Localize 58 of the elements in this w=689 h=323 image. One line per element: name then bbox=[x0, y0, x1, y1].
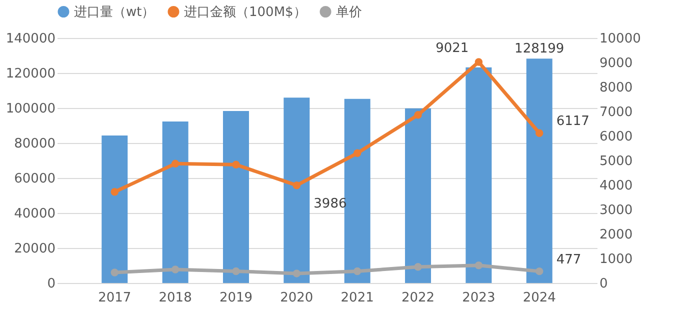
point bbox=[292, 270, 301, 278]
y-tick-label: 40000 bbox=[14, 206, 56, 222]
y2-tick-label: 10000 bbox=[600, 32, 641, 46]
bar bbox=[222, 110, 249, 283]
bar bbox=[405, 108, 432, 283]
y2-tick-label: 4000 bbox=[600, 178, 633, 194]
point bbox=[535, 129, 544, 137]
point bbox=[110, 188, 119, 196]
point bbox=[414, 111, 422, 119]
x-tick-label: 2017 bbox=[98, 290, 132, 306]
y2-tick-label: 6000 bbox=[600, 130, 633, 144]
point bbox=[535, 267, 544, 276]
point bbox=[353, 149, 362, 158]
y-tick-label: 120000 bbox=[6, 66, 56, 82]
point bbox=[232, 267, 240, 276]
data-label: 128199 bbox=[514, 42, 564, 57]
data-label: 6117 bbox=[556, 114, 590, 130]
y2-tick-label: 8000 bbox=[600, 80, 633, 96]
bar bbox=[102, 135, 128, 283]
bar bbox=[526, 58, 552, 283]
legend-label: 单价 bbox=[336, 4, 362, 20]
y2-tick-label: 5000 bbox=[600, 154, 633, 169]
point bbox=[474, 58, 483, 66]
y2-tick-label: 0 bbox=[600, 276, 608, 292]
y-tick-label: 60000 bbox=[14, 172, 56, 186]
y-tick-label: 100000 bbox=[6, 102, 56, 116]
y-tick-label: 0 bbox=[47, 276, 56, 292]
point bbox=[110, 268, 119, 276]
y2-tick-label: 1000 bbox=[600, 252, 633, 267]
point bbox=[171, 160, 180, 168]
legend-label: 进口金额（100M$） bbox=[184, 4, 306, 20]
point bbox=[353, 267, 362, 276]
bar bbox=[162, 121, 188, 283]
data-label: 477 bbox=[556, 252, 582, 268]
x-tick-label: 2022 bbox=[401, 290, 435, 306]
x-tick-label: 2019 bbox=[219, 290, 253, 306]
point bbox=[414, 262, 422, 271]
point bbox=[232, 160, 240, 169]
bar bbox=[284, 98, 310, 283]
point bbox=[171, 266, 180, 274]
point bbox=[474, 261, 483, 270]
x-tick-label: 2024 bbox=[522, 290, 556, 306]
x-tick-label: 2020 bbox=[280, 290, 314, 306]
y-tick-label: 80000 bbox=[14, 136, 56, 152]
y-tick-label: 140000 bbox=[6, 32, 56, 46]
y-tick-label: 20000 bbox=[14, 242, 56, 256]
x-tick-label: 2023 bbox=[462, 290, 496, 306]
y2-tick-label: 3000 bbox=[600, 203, 633, 218]
point bbox=[292, 181, 301, 190]
bar bbox=[466, 67, 492, 283]
y2-tick-label: 7000 bbox=[600, 105, 633, 120]
x-tick-label: 2018 bbox=[158, 290, 192, 306]
x-tick-label: 2021 bbox=[340, 290, 374, 306]
y2-tick-label: 9000 bbox=[600, 56, 633, 71]
y2-tick-label: 2000 bbox=[600, 228, 633, 242]
data-label: 9021 bbox=[436, 40, 469, 56]
bar bbox=[344, 98, 370, 283]
legend-label: 进口量（wt） bbox=[74, 4, 155, 20]
